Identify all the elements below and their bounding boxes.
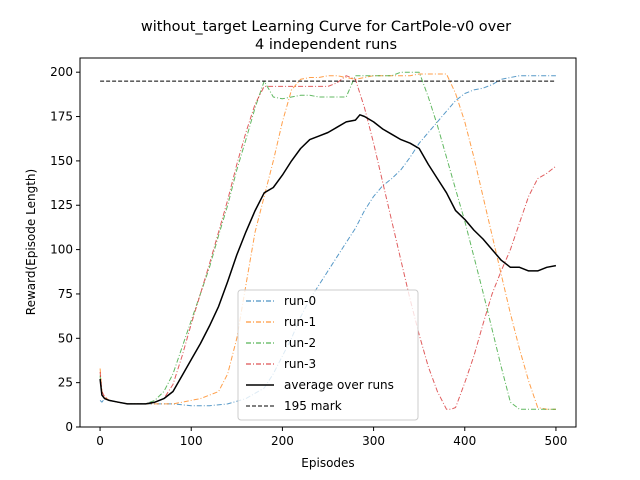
chart-title-line-2: 4 independent runs [255, 37, 397, 53]
axes-frame [79, 57, 577, 428]
series-line-run-2 [99, 71, 556, 410]
legend-label: 195 mark [284, 399, 342, 413]
y-tick-label: 100 [50, 243, 73, 257]
y-tick-label: 200 [50, 65, 73, 79]
x-axis: 0 100 200 300 400 500 [96, 427, 567, 448]
y-axis: 0 25 50 75 100 125 150 175 200 [50, 65, 80, 434]
series-line-average-over-runs [99, 114, 557, 405]
y-tick-label: 75 [58, 287, 73, 301]
legend-label: run-3 [284, 357, 316, 371]
y-tick-label: 125 [50, 198, 73, 212]
legend-box [237, 289, 419, 421]
x-tick-label: 400 [453, 434, 476, 448]
legend-label: average over runs [284, 378, 394, 392]
legend-label: run-1 [284, 315, 316, 329]
series-line-run-0 [99, 75, 556, 407]
x-tick-label: 300 [362, 434, 385, 448]
legend-label: run-0 [284, 294, 316, 308]
y-tick-label: 25 [58, 376, 73, 390]
x-axis-label: Episodes [301, 456, 354, 470]
series-line-run-3 [99, 75, 557, 410]
y-tick-label: 0 [65, 420, 73, 434]
y-tick-label: 175 [50, 110, 73, 124]
x-tick-label: 0 [96, 434, 104, 448]
x-tick-label: 500 [544, 434, 567, 448]
x-tick-label: 200 [271, 434, 294, 448]
x-tick-label: 100 [180, 434, 203, 448]
chart-title-line-1: without_target Learning Curve for CartPo… [141, 19, 511, 35]
plot-area: 0 100 200 300 400 500 0 25 50 75 100 125 150 175 200 [50, 57, 577, 448]
y-axis-label: Reward(Episode Length) [24, 169, 38, 315]
legend-label: run-2 [284, 336, 316, 350]
y-tick-label: 50 [58, 331, 73, 345]
y-tick-label: 150 [50, 154, 73, 168]
series-layer [99, 71, 557, 410]
series-line-run-1 [99, 73, 556, 410]
legend: run-0 run-1 run-2 run-3 average over runs 195… [237, 289, 419, 421]
